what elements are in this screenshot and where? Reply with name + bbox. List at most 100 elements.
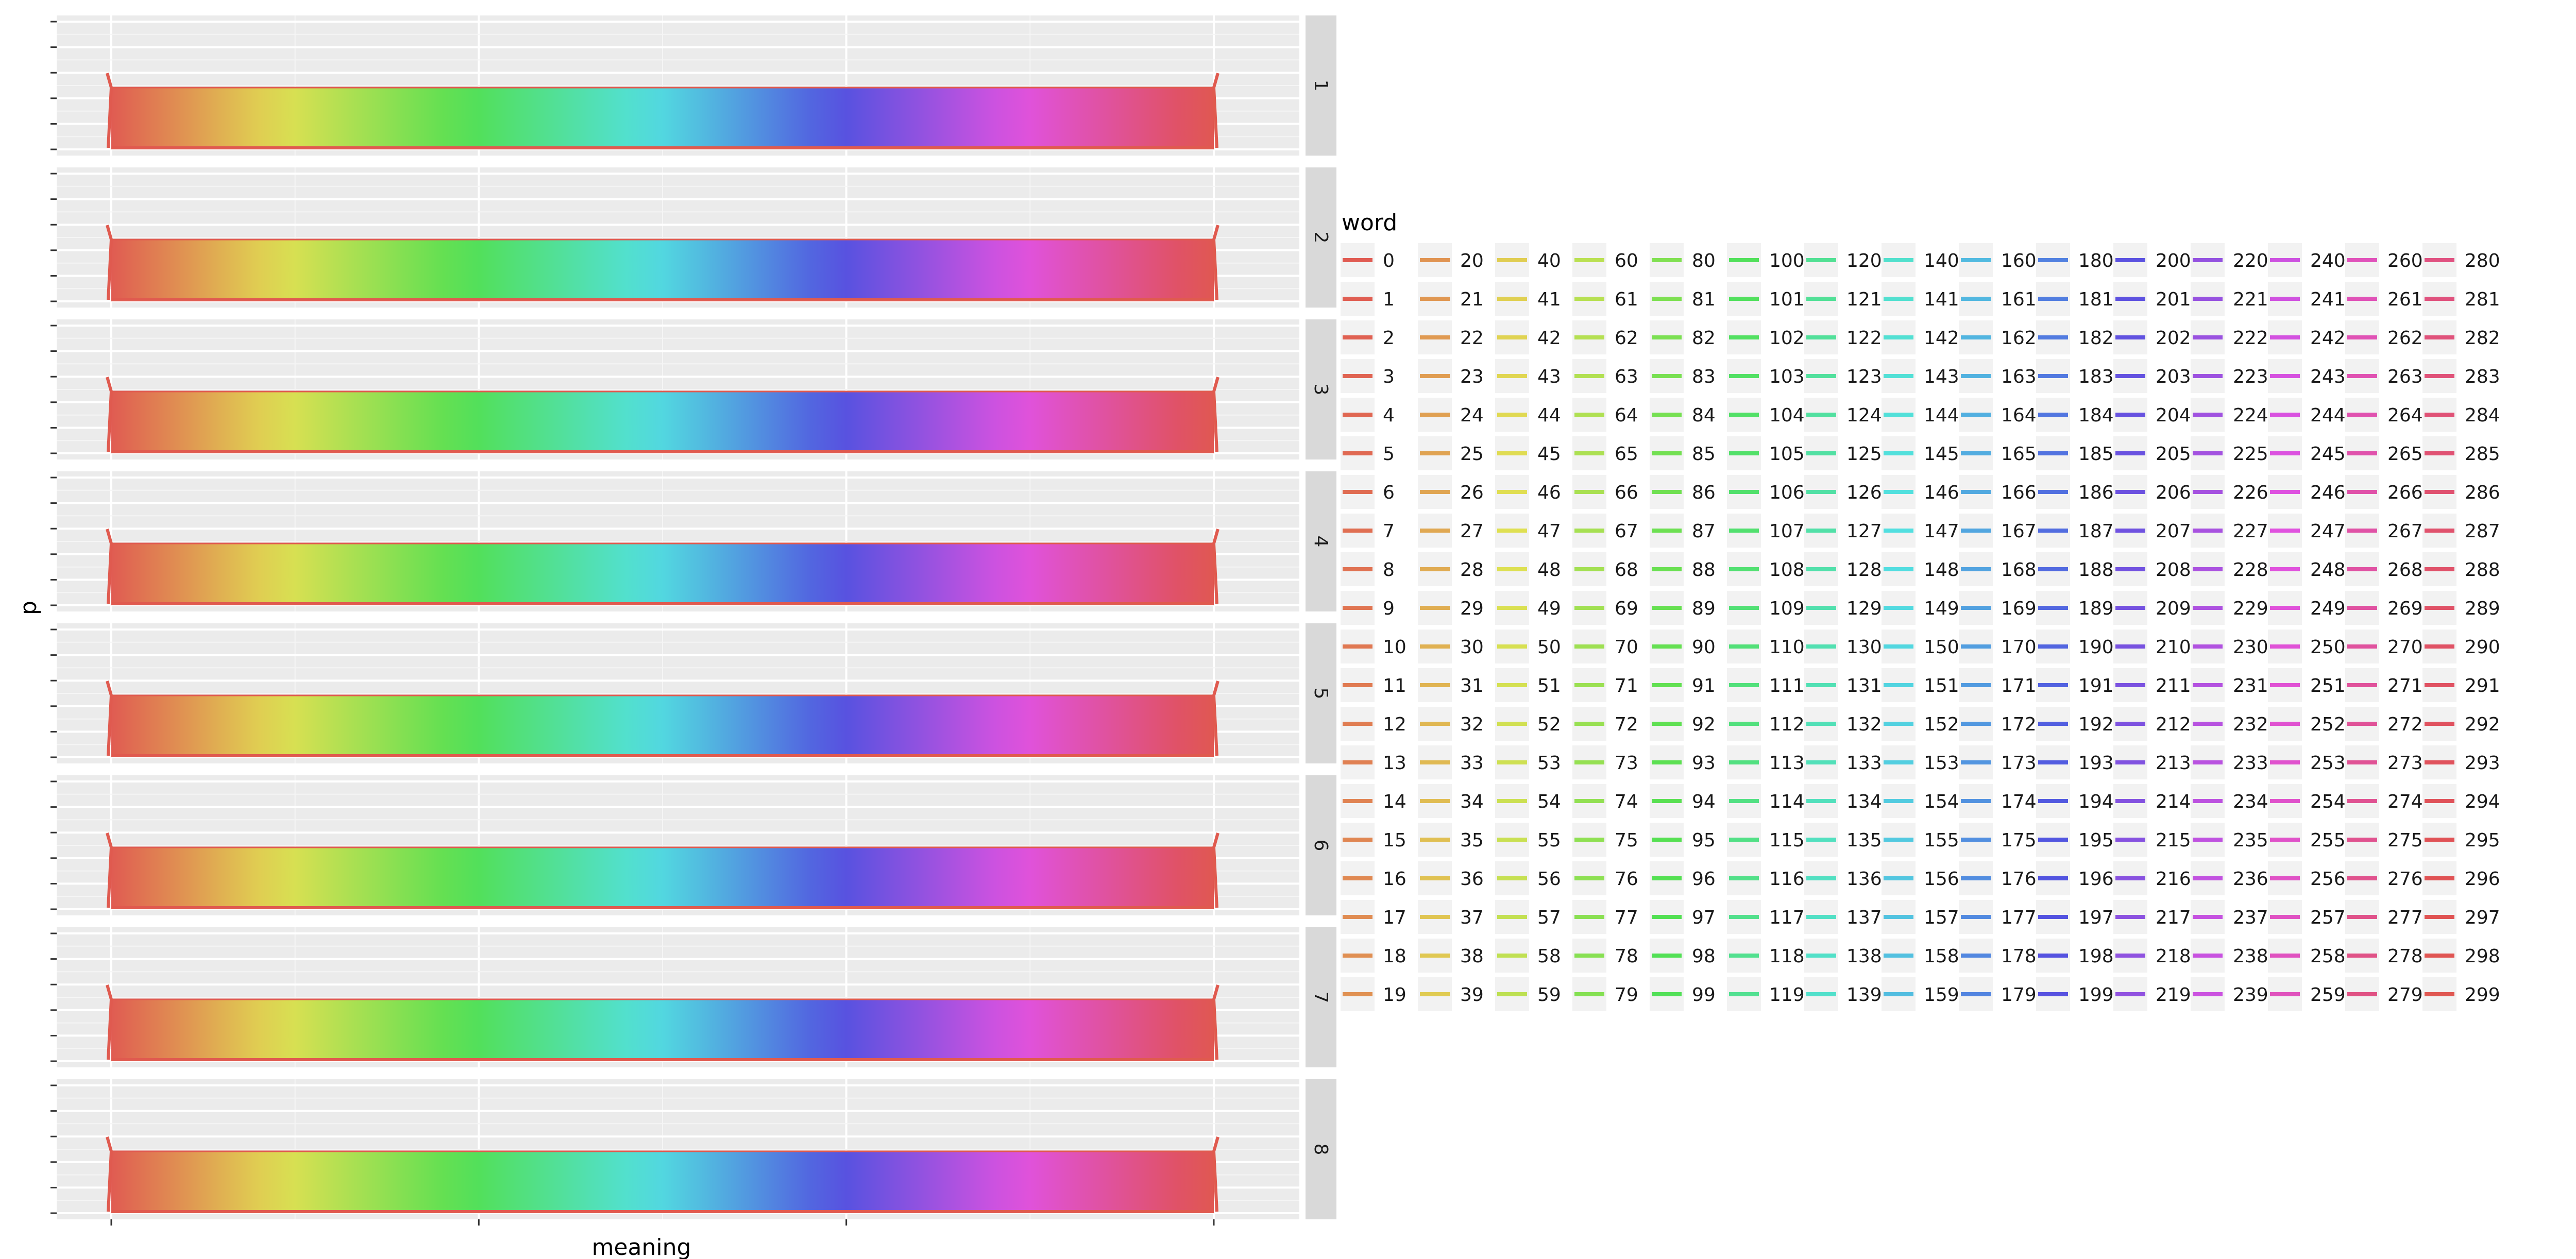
legend-label: 145	[1924, 444, 1959, 465]
legend-label: 59	[1537, 984, 1561, 1006]
legend-item: 260	[2345, 243, 2423, 277]
legend-label: 293	[2465, 753, 2500, 774]
legend-label: 53	[1537, 753, 1561, 774]
legend-item: 231	[2191, 668, 2268, 702]
legend-item: 8	[1341, 552, 1395, 586]
legend-label: 237	[2233, 907, 2268, 928]
legend-item: 242	[2268, 320, 2346, 354]
legend-label: 104	[1769, 405, 1805, 426]
legend-label: 84	[1692, 405, 1716, 426]
legend-label: 138	[1846, 946, 1882, 967]
legend-item: 201	[2113, 282, 2191, 316]
legend-label: 108	[1769, 559, 1805, 581]
legend-label: 101	[1769, 289, 1805, 310]
legend-label: 182	[2078, 328, 2114, 349]
facet-panel: 2	[50, 167, 1336, 308]
legend-label: 142	[1924, 328, 1959, 349]
legend-item: 254	[2268, 784, 2346, 818]
legend-item: 53	[1495, 745, 1561, 779]
legend-label: 121	[1846, 289, 1882, 310]
legend-label: 267	[2387, 521, 2423, 542]
legend-item: 18	[1341, 939, 1406, 973]
legend-item: 190	[2036, 630, 2114, 663]
legend-label: 196	[2078, 869, 2114, 890]
legend-item: 145	[1882, 436, 1959, 470]
legend-label: 110	[1769, 637, 1805, 658]
legend-label: 251	[2310, 675, 2346, 696]
legend-item: 155	[1882, 823, 1959, 857]
legend-item: 244	[2268, 398, 2346, 432]
legend-item: 43	[1495, 359, 1561, 393]
legend-item: 247	[2268, 514, 2346, 548]
legend-label: 39	[1460, 984, 1484, 1006]
facet-strip	[1306, 167, 1336, 308]
legend-label: 219	[2156, 984, 2191, 1006]
legend-item: 194	[2036, 784, 2114, 818]
legend-item: 59	[1495, 977, 1561, 1011]
legend-item: 253	[2268, 745, 2346, 779]
legend-item: 273	[2345, 745, 2423, 779]
legend-label: 63	[1615, 366, 1638, 387]
legend-label: 124	[1846, 405, 1882, 426]
legend-label: 232	[2233, 714, 2268, 735]
legend-item: 156	[1882, 861, 1959, 895]
legend-item: 6	[1341, 475, 1395, 509]
legend-item: 144	[1882, 398, 1959, 432]
legend-item: 136	[1804, 861, 1882, 895]
legend-label: 227	[2233, 521, 2268, 542]
legend-label: 278	[2387, 946, 2423, 967]
legend-item: 166	[1959, 475, 2037, 509]
legend-label: 73	[1615, 753, 1638, 774]
legend-label: 41	[1537, 289, 1561, 310]
legend-item: 264	[2345, 398, 2423, 432]
legend-label: 152	[1924, 714, 1959, 735]
legend-label: 74	[1615, 791, 1638, 812]
legend-label: 85	[1692, 444, 1716, 465]
legend-item: 110	[1727, 630, 1805, 663]
legend-item: 142	[1882, 320, 1959, 354]
legend-label: 153	[1924, 753, 1959, 774]
legend-label: 71	[1615, 675, 1638, 696]
legend-label: 189	[2078, 598, 2114, 619]
legend-label: 118	[1769, 946, 1805, 967]
legend-label: 187	[2078, 521, 2114, 542]
legend-item: 214	[2113, 784, 2191, 818]
legend-label: 5	[1383, 444, 1395, 465]
legend-item: 246	[2268, 475, 2346, 509]
legend-label: 287	[2465, 521, 2500, 542]
legend-item: 291	[2422, 668, 2500, 702]
legend-label: 211	[2156, 675, 2191, 696]
legend-item: 241	[2268, 282, 2346, 316]
legend-item: 238	[2191, 939, 2268, 973]
legend-label: 15	[1383, 830, 1406, 851]
legend-item: 83	[1650, 359, 1716, 393]
legend-item: 37	[1418, 900, 1484, 934]
legend-item: 20	[1418, 243, 1484, 277]
facet-strip	[1306, 319, 1336, 460]
legend-item: 157	[1882, 900, 1959, 934]
legend-label: 253	[2310, 753, 2346, 774]
legend-item: 249	[2268, 591, 2346, 625]
series-line-ends	[106, 225, 1219, 300]
legend-label: 263	[2387, 366, 2423, 387]
legend-label: 199	[2078, 984, 2114, 1006]
legend-label: 230	[2233, 637, 2268, 658]
legend-item: 161	[1959, 282, 2037, 316]
legend-label: 249	[2310, 598, 2346, 619]
legend-item: 257	[2268, 900, 2346, 934]
legend-label: 14	[1383, 791, 1406, 812]
legend-item: 69	[1572, 591, 1638, 625]
legend-item: 285	[2422, 436, 2500, 470]
legend-label: 67	[1615, 521, 1638, 542]
legend-label: 33	[1460, 753, 1484, 774]
legend-item: 297	[2422, 900, 2500, 934]
legend-label: 44	[1537, 405, 1561, 426]
legend-item: 234	[2191, 784, 2268, 818]
legend-label: 22	[1460, 328, 1484, 349]
legend-item: 72	[1572, 707, 1638, 741]
legend-label: 132	[1846, 714, 1882, 735]
legend-item: 77	[1572, 900, 1638, 934]
legend-item: 227	[2191, 514, 2268, 548]
legend-label: 107	[1769, 521, 1805, 542]
